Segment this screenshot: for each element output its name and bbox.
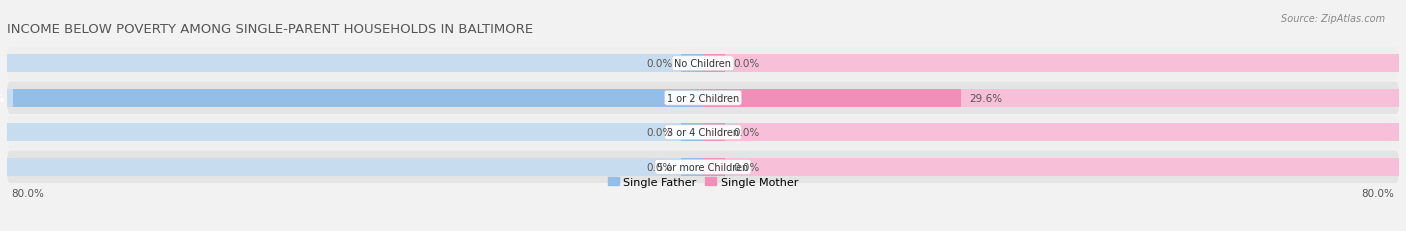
Bar: [7, 158, 703, 176]
Text: 29.6%: 29.6%: [969, 93, 1002, 103]
Bar: [703, 89, 960, 107]
Bar: [682, 124, 703, 142]
Text: 1 or 2 Children: 1 or 2 Children: [666, 93, 740, 103]
Text: 5 or more Children: 5 or more Children: [658, 162, 748, 172]
Bar: [682, 55, 703, 73]
Bar: [703, 124, 1399, 142]
Text: 0.0%: 0.0%: [647, 59, 672, 69]
Bar: [7, 55, 703, 73]
Text: 80.0%: 80.0%: [11, 188, 44, 198]
FancyBboxPatch shape: [7, 82, 1399, 115]
Text: 80.0%: 80.0%: [1362, 188, 1395, 198]
Bar: [703, 55, 724, 73]
Legend: Single Father, Single Mother: Single Father, Single Mother: [603, 172, 803, 191]
Text: 0.0%: 0.0%: [734, 59, 759, 69]
Bar: [13, 89, 703, 107]
FancyBboxPatch shape: [7, 116, 1399, 149]
Text: 0.0%: 0.0%: [647, 128, 672, 138]
Text: Source: ZipAtlas.com: Source: ZipAtlas.com: [1281, 14, 1385, 24]
Bar: [7, 124, 703, 142]
Text: 0.0%: 0.0%: [647, 162, 672, 172]
Bar: [703, 124, 724, 142]
Bar: [7, 89, 703, 107]
Text: 0.0%: 0.0%: [734, 128, 759, 138]
Text: 3 or 4 Children: 3 or 4 Children: [666, 128, 740, 138]
FancyBboxPatch shape: [7, 151, 1399, 183]
Text: INCOME BELOW POVERTY AMONG SINGLE-PARENT HOUSEHOLDS IN BALTIMORE: INCOME BELOW POVERTY AMONG SINGLE-PARENT…: [7, 23, 533, 36]
Bar: [703, 55, 1399, 73]
Text: 79.3%: 79.3%: [0, 93, 4, 103]
FancyBboxPatch shape: [7, 48, 1399, 80]
Bar: [703, 158, 1399, 176]
Bar: [703, 158, 724, 176]
Text: No Children: No Children: [675, 59, 731, 69]
Bar: [682, 158, 703, 176]
Text: 0.0%: 0.0%: [734, 162, 759, 172]
Bar: [703, 89, 1399, 107]
